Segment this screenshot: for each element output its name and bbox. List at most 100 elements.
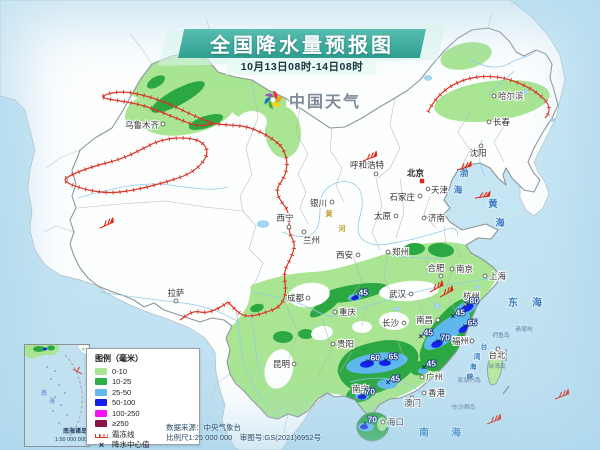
- precip-center-marker: × 80: [465, 295, 480, 309]
- center-cross-icon: ×: [465, 300, 470, 309]
- city-label: 武汉: [389, 289, 407, 299]
- sea-label: 台: [481, 342, 488, 351]
- city-label: 南昌: [416, 315, 433, 325]
- sea-label: 渤: [459, 167, 468, 178]
- hainan-island: [356, 411, 390, 442]
- city-label: 乌鲁木齐: [125, 120, 160, 130]
- legend-color-swatch: [95, 388, 107, 396]
- title-banner: 全国降水量预报图: [178, 29, 426, 58]
- city-marker: 长沙: [381, 317, 407, 329]
- legend-title: 图例（毫米）: [95, 354, 143, 363]
- wind-barb-icon: [439, 285, 454, 298]
- city-marker: 南昌: [415, 314, 441, 326]
- city-marker: 合肥: [426, 262, 446, 279]
- center-value: 45: [427, 359, 437, 369]
- center-cross-icon: ×: [419, 332, 424, 341]
- center-cross-icon: ×: [363, 419, 368, 428]
- city-marker: 哈尔滨: [491, 90, 525, 102]
- sea-label: 海: [470, 362, 477, 371]
- river-labels: 黄河: [326, 209, 346, 233]
- center-value: 45: [391, 374, 401, 384]
- city-marker: 澳门: [403, 395, 422, 409]
- center-value: 70: [368, 415, 378, 425]
- center-value-icon: ×: [98, 439, 105, 450]
- legend-color-swatch: [95, 420, 107, 428]
- legend-range-label: 100-250: [112, 408, 140, 418]
- city-label: 台北: [488, 350, 506, 360]
- city-marker: 济南: [421, 212, 446, 224]
- frost-line-icon: [95, 430, 108, 439]
- city-marker: 呼和浩特: [349, 159, 385, 177]
- city-marker: 香港: [421, 387, 447, 399]
- island-label: 东沙群岛: [452, 403, 475, 411]
- center-value: 65: [468, 318, 478, 328]
- lakes: [256, 75, 556, 312]
- legend-row: ≥250: [95, 419, 199, 430]
- city-marker: 杭州: [462, 290, 481, 307]
- city-label: 长春: [493, 117, 511, 127]
- city-label: 银川: [310, 198, 327, 208]
- legend-color-swatch: [95, 409, 107, 417]
- city-label: 呼和浩特: [350, 160, 385, 170]
- data-source-block: 数据来源：中央气象台 比例尺1:25 000 000 审图号:GS(2021)6…: [166, 423, 321, 443]
- city-marker: 乌鲁木齐: [124, 119, 166, 131]
- map-title: 全国降水量预报图: [210, 35, 394, 57]
- city-marker: 天津: [425, 184, 450, 196]
- center-value: 70: [366, 387, 376, 397]
- precip-center-marker: × 65: [463, 317, 478, 331]
- city-label: 合肥: [427, 263, 445, 273]
- legend-panel: 图例（毫米） 0-10 10-25 25-50 50-100 100-250 ≥250 霜冻…: [86, 348, 200, 449]
- city-marker: 福州: [451, 335, 475, 347]
- valid-time-range: 10月13日08时-14日08时: [240, 61, 364, 73]
- legend-row: × 降水中心值: [95, 440, 199, 450]
- city-marker: 石家庄: [388, 191, 423, 203]
- wind-barbs: [99, 150, 570, 425]
- precip-center-marker: × 45: [422, 358, 437, 372]
- city-marker: 台北: [487, 346, 507, 361]
- city-label: 南京: [456, 264, 473, 274]
- precip-center-marker: × 45: [354, 287, 369, 301]
- center-value: 80: [470, 296, 480, 306]
- center-cross-icon: ×: [354, 292, 359, 301]
- capital-marker: 北京: [406, 167, 425, 184]
- legend-color-swatch: [95, 367, 107, 375]
- center-cross-icon: ×: [451, 312, 456, 321]
- city-label: 拉萨: [167, 288, 185, 298]
- svg-text:海: 海: [49, 397, 55, 405]
- precipitation-areas: [124, 42, 550, 419]
- china-weather-logo: 中国天气: [262, 88, 361, 112]
- city-label: 重庆: [339, 307, 357, 317]
- sea-label: 海: [532, 296, 542, 309]
- center-value: 45: [456, 308, 466, 318]
- city-label: 郑州: [392, 247, 409, 257]
- data-source-line: 数据来源：中央气象台: [166, 423, 241, 432]
- center-cross-icon: ×: [422, 363, 427, 372]
- city-marker: 海口: [380, 416, 405, 428]
- city-marker: 银川: [309, 197, 335, 209]
- center-cross-icon: ×: [436, 337, 441, 346]
- legend-rows: 0-10 10-25 25-50 50-100 100-250 ≥250 霜冻线 × 降水中心值: [95, 366, 199, 450]
- pinwheel-logo-icon: [264, 90, 282, 110]
- china-national-border: [69, 27, 559, 420]
- logo-text: 中国天气: [289, 94, 362, 111]
- city-marker: 昆明: [272, 358, 297, 370]
- city-label: 福州: [452, 336, 469, 346]
- city-marker: 广州: [419, 371, 444, 383]
- center-cross-icon: ×: [361, 391, 366, 400]
- city-marker: 南京: [449, 263, 474, 275]
- city-label: 石家庄: [389, 192, 415, 202]
- city-label: 杭州: [463, 291, 480, 301]
- city-label: 西安: [336, 250, 353, 260]
- center-cross-icon: ×: [384, 356, 389, 365]
- rivers: [77, 50, 537, 401]
- wind-barb-icon: [474, 191, 491, 199]
- city-label: 香港: [428, 388, 446, 398]
- river-label: 黄: [326, 209, 333, 218]
- precip-center-marker: × 70: [436, 332, 451, 346]
- city-marker: 重庆: [332, 306, 358, 318]
- wind-barb-icon: [554, 388, 570, 400]
- legend-row: 25-50: [95, 387, 199, 398]
